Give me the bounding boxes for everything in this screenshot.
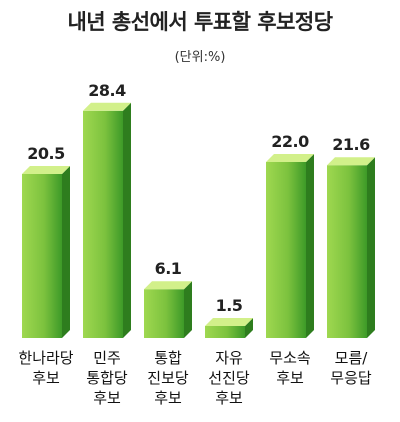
chart-title: 내년 총선에서 투표할 후보정당: [67, 10, 333, 34]
category-label-line: 후보: [215, 389, 243, 407]
bar-top: [327, 157, 375, 166]
value-label: 20.5: [27, 144, 65, 163]
bar-side: [367, 157, 375, 338]
bar-side: [123, 102, 131, 338]
category-label-line: 선진당: [208, 369, 250, 387]
bar-top: [266, 154, 314, 162]
category-label-line: 무소속: [269, 349, 311, 367]
category-label-line: 후보: [154, 389, 182, 407]
bar-side: [184, 281, 192, 338]
category-label-line: 통합당: [86, 369, 128, 387]
category-label: 모름/무응답: [330, 349, 372, 387]
bar-top: [83, 102, 131, 111]
value-label: 28.4: [88, 81, 126, 100]
value-label: 6.1: [155, 259, 182, 278]
category-label-line: 진보당: [147, 369, 189, 387]
value-label: 1.5: [216, 296, 243, 315]
bar-top: [144, 281, 192, 290]
category-label-line: 자유: [215, 349, 243, 367]
bar-side: [245, 318, 253, 338]
bar: [83, 110, 123, 338]
category-label-line: 후보: [276, 369, 304, 387]
bars-group: [22, 102, 375, 338]
category-label-line: 민주: [93, 349, 121, 367]
bar: [327, 165, 367, 338]
bar-top: [22, 166, 70, 174]
bar-side: [62, 166, 70, 338]
category-label-line: 후보: [32, 369, 60, 387]
bar: [266, 162, 306, 338]
bar-top: [205, 318, 253, 326]
value-label: 22.0: [271, 132, 309, 151]
category-label-line: 모름/: [335, 349, 369, 367]
category-label-line: 후보: [93, 389, 121, 407]
bar: [144, 289, 184, 338]
value-label: 21.6: [332, 135, 370, 154]
bar: [205, 326, 245, 338]
category-label-line: 통합: [154, 349, 182, 367]
category-label-line: 한나라당: [18, 349, 73, 367]
bar: [22, 174, 62, 338]
unit-label: (단위:%): [174, 50, 226, 65]
bar-side: [306, 154, 314, 338]
category-label-line: 무응답: [330, 369, 372, 387]
